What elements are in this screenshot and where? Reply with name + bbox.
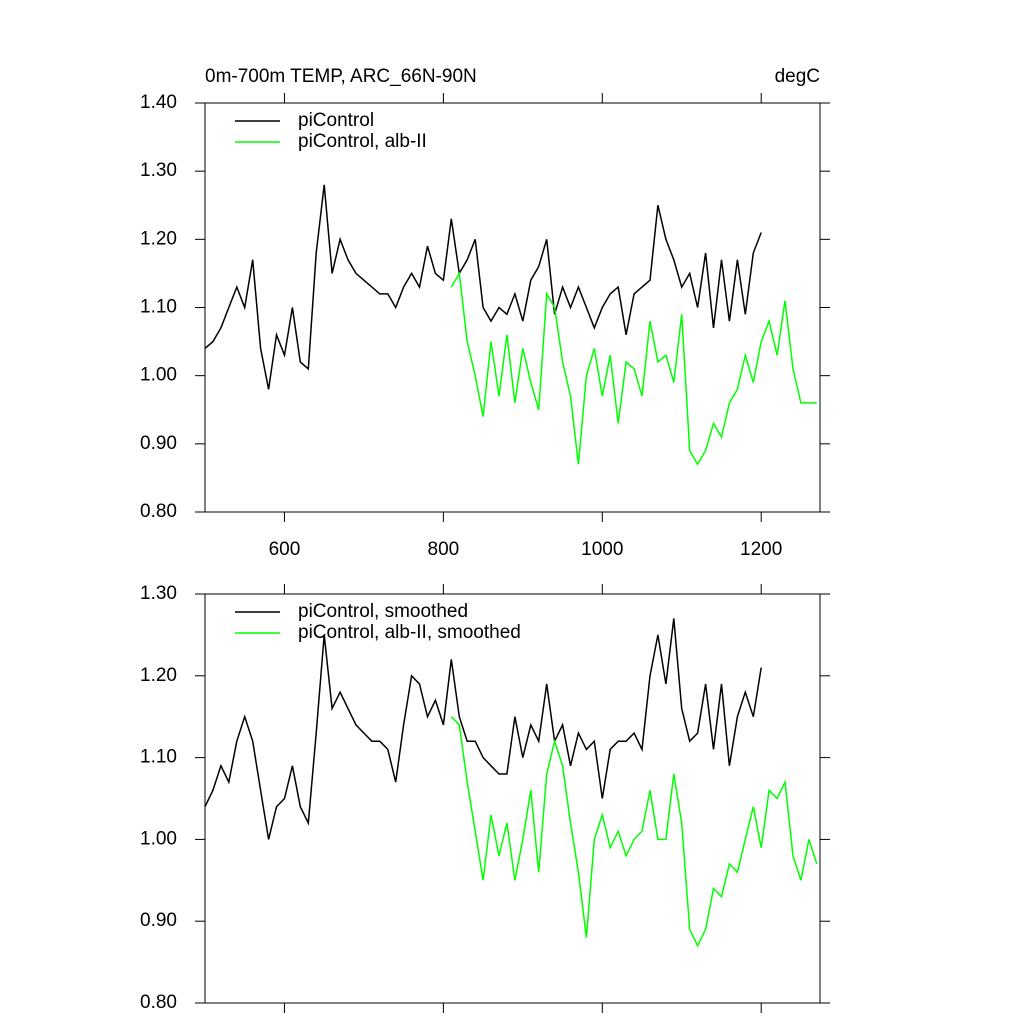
series-line (204, 184, 762, 390)
plot-frame (204, 593, 821, 1004)
y-tick-label: 1.30 (140, 160, 177, 181)
units-label: degC (775, 66, 820, 87)
series-line (450, 271, 817, 466)
y-tick-label: 0.90 (140, 433, 177, 454)
legend-label: piControl, smoothed (298, 601, 468, 622)
x-tick-label: 1200 (740, 539, 782, 560)
y-tick-label: 1.20 (140, 665, 177, 686)
series-line (450, 716, 818, 948)
x-tick-label: 800 (428, 539, 460, 560)
y-tick-label: 1.20 (140, 228, 177, 249)
y-tick-label: 1.10 (140, 297, 177, 318)
y-tick-label: 1.10 (140, 747, 177, 768)
y-tick-label: 0.80 (140, 992, 177, 1013)
legend-label: piControl, alb-II (298, 131, 427, 152)
series-line (204, 618, 762, 840)
chart-title: 0m-700m TEMP, ARC_66N-90N (205, 66, 477, 87)
y-tick-label: 0.80 (140, 501, 177, 522)
legend-label: piControl (298, 110, 374, 131)
y-tick-label: 1.00 (140, 828, 177, 849)
legend-label: piControl, alb-II, smoothed (298, 622, 521, 643)
x-tick-label: 600 (269, 539, 301, 560)
y-tick-label: 0.90 (140, 910, 177, 931)
y-tick-label: 1.40 (140, 92, 177, 113)
y-tick-label: 1.30 (140, 583, 177, 604)
y-tick-label: 1.00 (140, 365, 177, 386)
x-tick-label: 1000 (581, 539, 623, 560)
